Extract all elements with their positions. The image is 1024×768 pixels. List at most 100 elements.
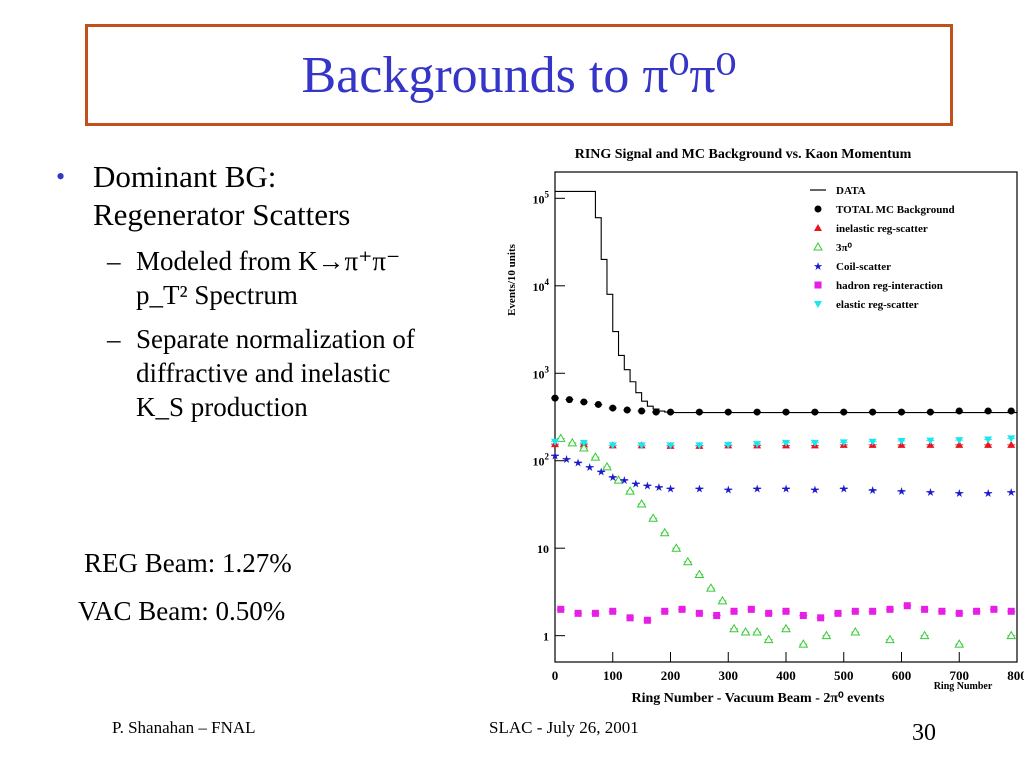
data-point bbox=[590, 452, 601, 461]
data-point bbox=[551, 438, 559, 446]
data-point bbox=[724, 441, 733, 449]
data-point bbox=[955, 609, 963, 617]
data-point bbox=[591, 609, 599, 617]
data-point: ★ bbox=[810, 484, 820, 496]
data-point bbox=[869, 607, 877, 615]
data-point bbox=[637, 442, 646, 450]
data-point bbox=[810, 439, 819, 447]
data-point bbox=[1006, 630, 1017, 640]
legend-label: elastic reg-scatter bbox=[836, 299, 919, 311]
legend-label: TOTAL MC Background bbox=[836, 204, 955, 216]
data-point bbox=[839, 439, 848, 447]
vac-beam-text: VAC Beam: 0.50% bbox=[78, 596, 286, 626]
data-point bbox=[555, 433, 566, 442]
x-tick-label: 0 bbox=[552, 668, 559, 683]
background-chart: RING Signal and MC Background vs. Kaon M… bbox=[493, 140, 1024, 708]
data-point: ★ bbox=[642, 481, 652, 493]
data-point bbox=[579, 439, 588, 447]
data-point bbox=[885, 634, 895, 644]
data-point bbox=[765, 609, 773, 617]
x-tick-label: 100 bbox=[603, 668, 623, 683]
data-point bbox=[955, 440, 964, 448]
legend-label: hadron reg-interaction bbox=[836, 280, 943, 292]
chart-title: RING Signal and MC Background vs. Kaon M… bbox=[575, 147, 912, 162]
legend-swatch bbox=[814, 281, 822, 289]
data-point: ★ bbox=[654, 482, 664, 494]
data-point bbox=[557, 605, 565, 613]
data-point bbox=[799, 612, 807, 620]
data-point bbox=[1007, 435, 1016, 443]
data-point bbox=[834, 609, 842, 617]
data-point bbox=[608, 442, 617, 450]
sub-bullet-line: Separate normalization of bbox=[136, 324, 415, 354]
sub-bullet-line: Modeled from K→π⁺π⁻ bbox=[136, 246, 401, 276]
data-point: ★ bbox=[608, 472, 618, 484]
chart-background bbox=[493, 140, 1024, 708]
data-point: ★ bbox=[868, 485, 878, 497]
y-axis-label: Events/10 units bbox=[506, 243, 518, 316]
page-number: 30 bbox=[912, 720, 936, 746]
data-point bbox=[798, 639, 809, 648]
dash-icon: – bbox=[107, 246, 121, 276]
data-point bbox=[671, 543, 682, 552]
data-point: ★ bbox=[752, 484, 762, 496]
data-point bbox=[886, 605, 894, 613]
data-point bbox=[919, 630, 930, 640]
footer-venue-date: SLAC - July 26, 2001 bbox=[489, 718, 639, 737]
data-point bbox=[551, 394, 559, 402]
x-axis-label: Ring Number - Vacuum Beam - 2π⁰ events bbox=[632, 691, 886, 706]
legend-label: DATA bbox=[836, 185, 866, 197]
data-point: ★ bbox=[954, 488, 964, 500]
data-point bbox=[782, 607, 790, 615]
dash-icon: – bbox=[107, 324, 121, 354]
data-point bbox=[580, 398, 588, 406]
data-point bbox=[990, 605, 998, 613]
data-point bbox=[682, 556, 693, 566]
data-point bbox=[638, 407, 646, 415]
x-tick-label: 500 bbox=[834, 668, 854, 683]
data-point bbox=[897, 438, 906, 446]
data-point bbox=[574, 609, 582, 617]
data-point bbox=[623, 406, 631, 414]
legend-swatch bbox=[814, 301, 822, 308]
data-point bbox=[678, 605, 686, 613]
data-point: ★ bbox=[781, 484, 791, 496]
data-point bbox=[667, 408, 674, 416]
data-point: ★ bbox=[562, 454, 572, 466]
series-hadron-reg-interaction bbox=[556, 602, 1016, 624]
data-point: ★ bbox=[897, 486, 907, 498]
legend-swatch bbox=[814, 224, 822, 231]
data-point bbox=[729, 623, 739, 633]
data-point: ★ bbox=[585, 462, 595, 474]
data-point bbox=[782, 439, 790, 447]
data-point bbox=[817, 614, 825, 622]
data-point bbox=[713, 612, 721, 620]
data-point bbox=[921, 605, 929, 613]
data-point bbox=[851, 607, 859, 615]
data-step-line bbox=[555, 190, 1018, 414]
x-axis-corner-label: Ring Number bbox=[934, 681, 993, 692]
x-tick-label: 200 bbox=[661, 668, 681, 683]
x-tick-label: 600 bbox=[892, 668, 912, 683]
data-point bbox=[695, 408, 703, 416]
data-point bbox=[626, 614, 634, 622]
data-point bbox=[821, 630, 832, 640]
data-point: ★ bbox=[619, 475, 629, 487]
data-point bbox=[869, 408, 877, 416]
data-point bbox=[811, 408, 819, 416]
data-point bbox=[706, 583, 716, 592]
data-point bbox=[984, 407, 992, 415]
data-point: ★ bbox=[694, 484, 704, 496]
data-point bbox=[730, 607, 738, 615]
data-point: ★ bbox=[1006, 487, 1016, 499]
series-data bbox=[555, 190, 1018, 414]
data-point bbox=[955, 437, 964, 445]
data-point bbox=[609, 607, 617, 615]
data-point bbox=[973, 607, 981, 615]
series-total-mc-background bbox=[551, 394, 1016, 416]
data-point bbox=[643, 616, 651, 624]
series-elastic-reg-scatter bbox=[551, 435, 1016, 450]
y-tick-label: 10 bbox=[537, 542, 549, 556]
data-point: ★ bbox=[839, 484, 849, 496]
